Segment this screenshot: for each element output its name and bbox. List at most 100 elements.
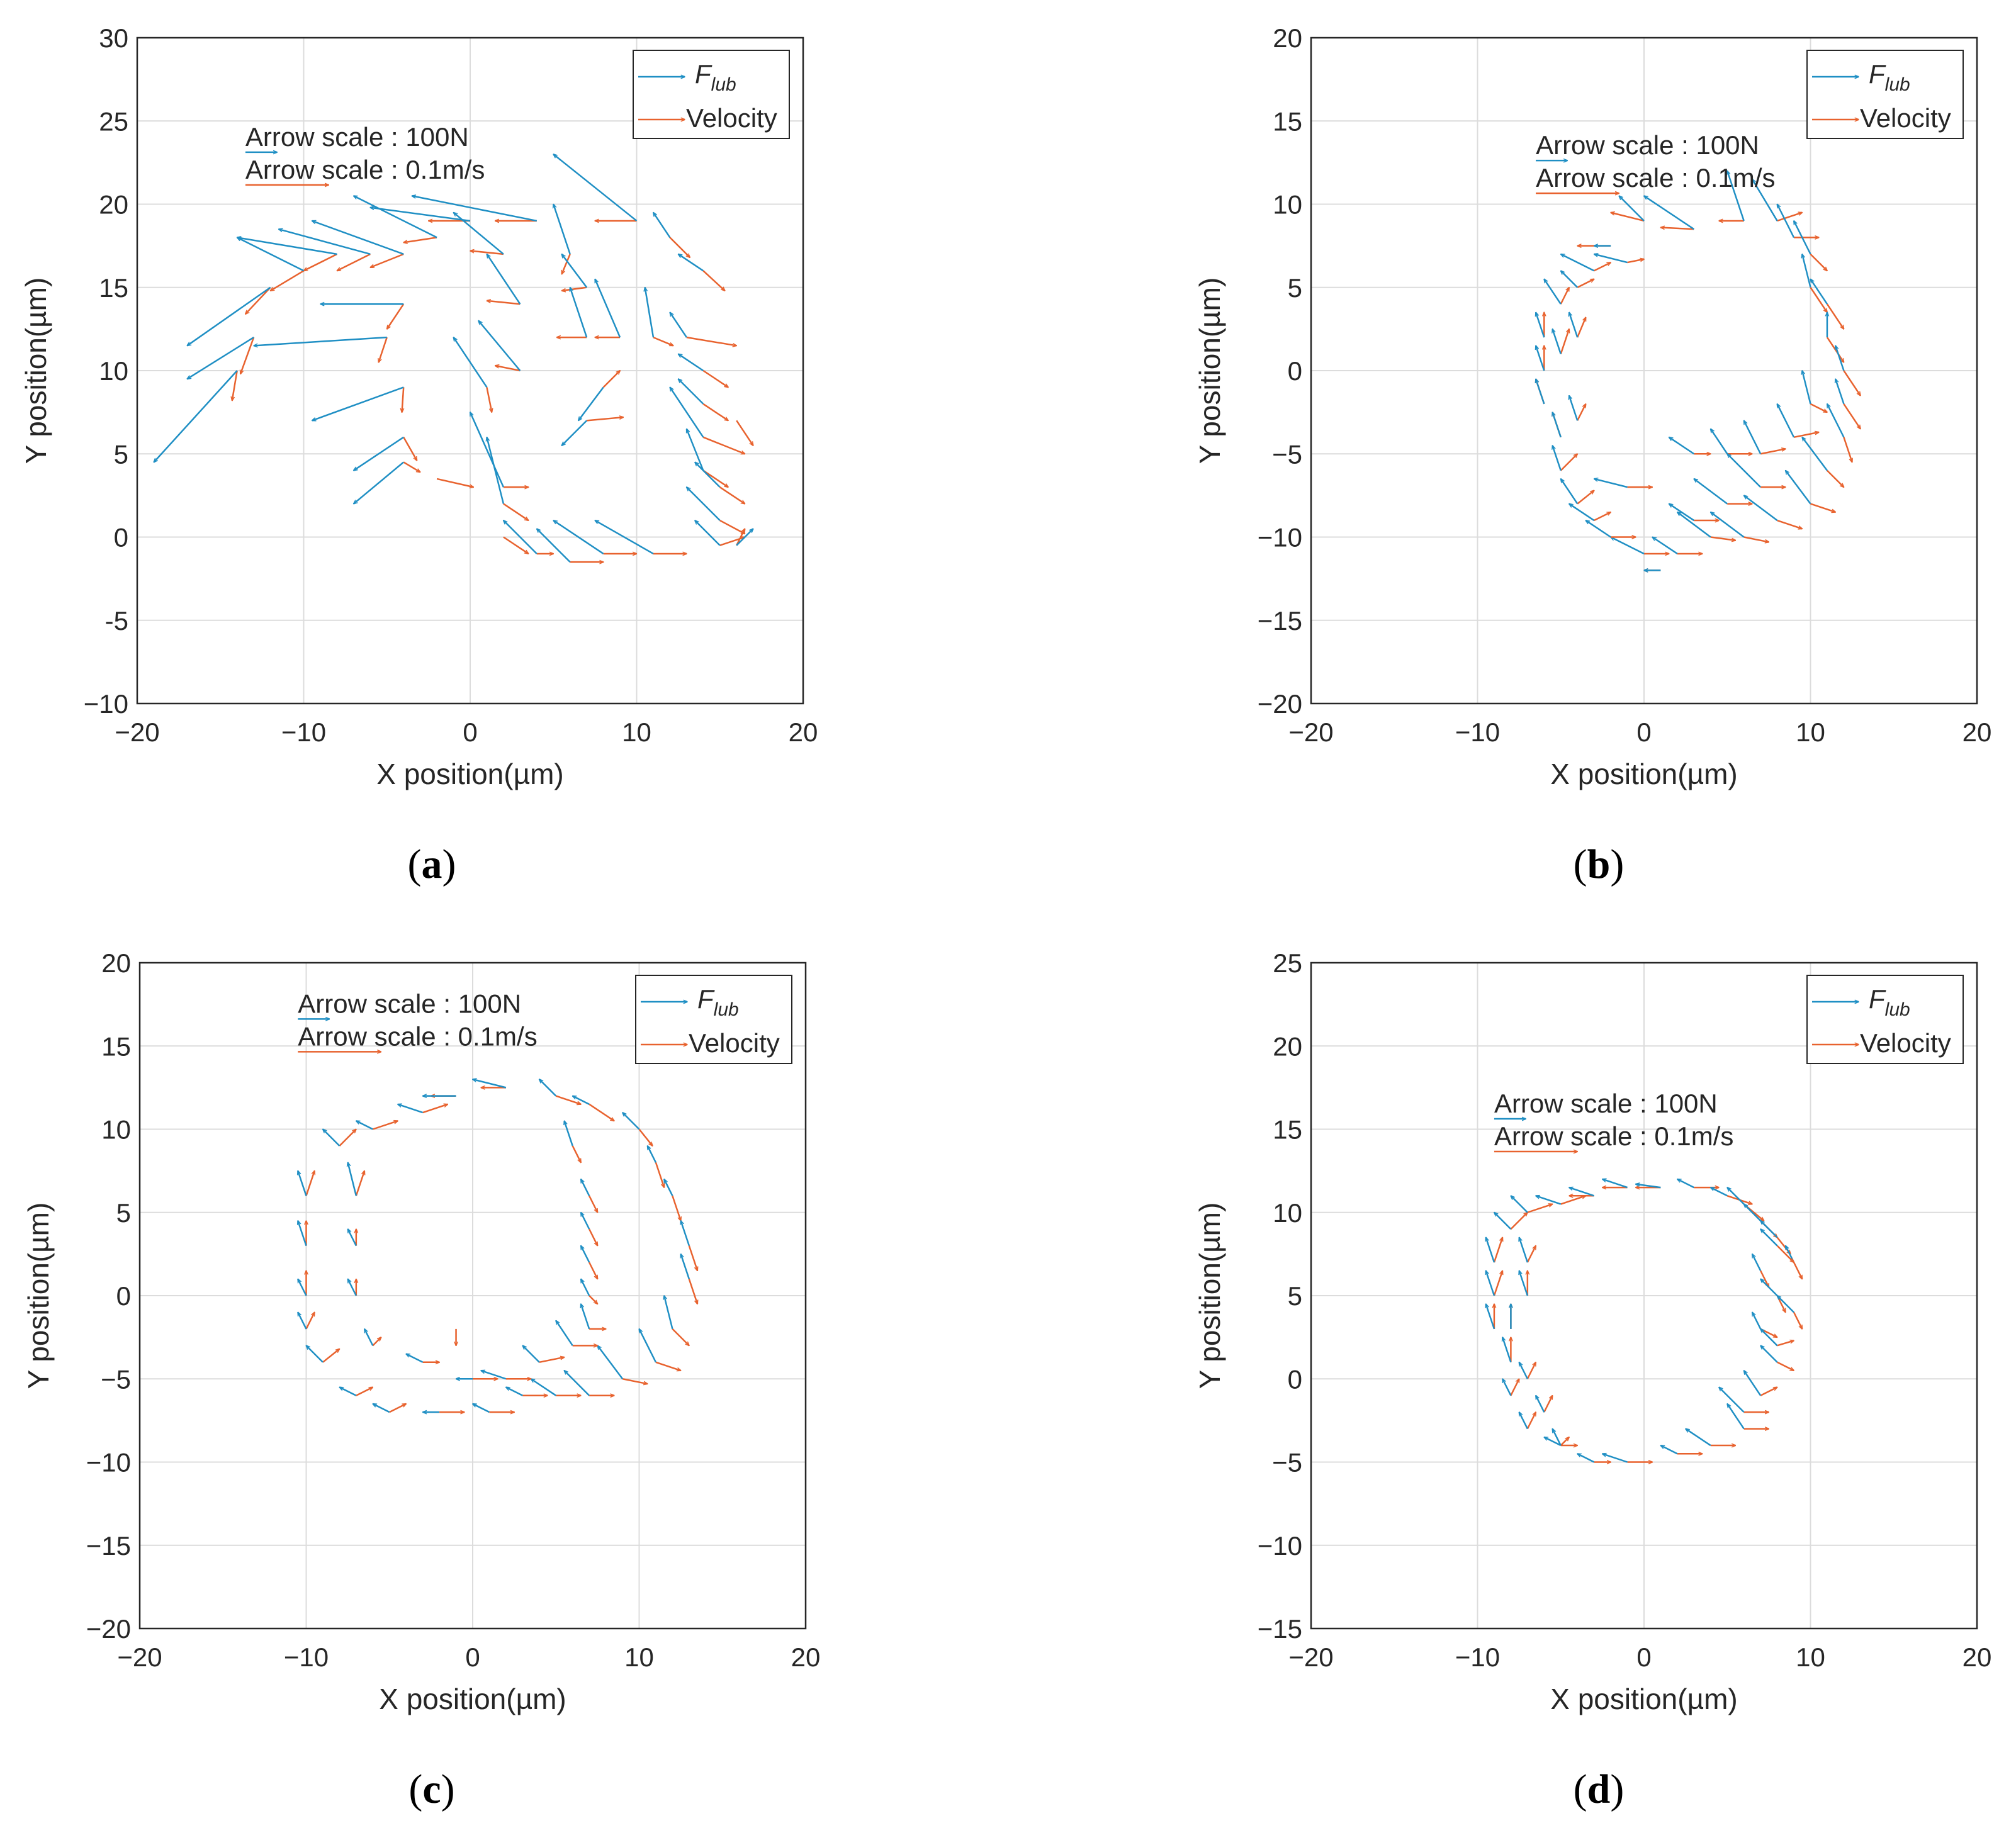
flub-arrow [1727, 1404, 1745, 1430]
velocity-arrow [1577, 279, 1594, 288]
velocity-arrow [1560, 329, 1569, 354]
velocity-arrow [736, 420, 753, 446]
y-tick-label: 15 [101, 1031, 131, 1061]
legend-velocity-label: Velocity [689, 1028, 780, 1058]
flub-arrow [1636, 1184, 1661, 1189]
x-tick-label: 10 [1796, 1642, 1825, 1672]
flub-arrow [1744, 1204, 1762, 1221]
velocity-arrow [561, 286, 587, 291]
flub-arrow [298, 1279, 307, 1296]
x-axis-label: X position(µm) [379, 1683, 566, 1715]
flub-arrow [356, 1121, 373, 1130]
flub-arrow [1760, 1221, 1778, 1238]
velocity-arrow [355, 1171, 364, 1196]
flub-arrow [1777, 1296, 1794, 1313]
flub-arrow [537, 529, 571, 563]
velocity-arrow [702, 369, 728, 387]
velocity-arrow [1777, 213, 1803, 222]
velocity-arrow [339, 1130, 356, 1147]
velocity-arrow [1760, 1387, 1777, 1396]
x-tick-label: −20 [1288, 717, 1333, 747]
axes-box [136, 36, 804, 705]
velocity-arrow [1760, 449, 1786, 455]
velocity-arrow [387, 303, 405, 329]
flub-arrow [1802, 371, 1811, 405]
x-tick-label: 10 [1796, 717, 1825, 747]
arrow-scale-force-label: Arrow scale : 100N [1536, 130, 1759, 160]
flub-arrow [553, 205, 571, 255]
x-tick-label: −10 [1455, 717, 1500, 747]
velocity-arrow [271, 270, 305, 291]
x-tick-label: 0 [465, 1642, 480, 1672]
legend: Flub Velocity [635, 975, 792, 1064]
flub-arrow [1794, 221, 1811, 255]
flub-arrow [1760, 1329, 1778, 1347]
velocity-arrow [1594, 262, 1611, 272]
flub-arrow [348, 1279, 357, 1296]
velocity-arrow [1543, 1396, 1552, 1413]
velocity-arrow [688, 1245, 697, 1271]
flub-arrow [1536, 312, 1545, 338]
flub-arrow [679, 254, 704, 272]
flub-arrow [1553, 446, 1562, 471]
panel-caption: (c) [408, 1766, 454, 1812]
flub-arrow [679, 354, 704, 372]
y-tick-label: 5 [1288, 273, 1302, 303]
flub-arrow [1569, 396, 1579, 421]
velocity-arrow [736, 529, 745, 546]
flub-arrow [237, 237, 337, 255]
y-tick-label: 5 [114, 439, 128, 469]
velocity-arrow [379, 337, 388, 362]
velocity-arrow [539, 1357, 565, 1364]
x-tick-label: 20 [1963, 1642, 1992, 1672]
legend-flub-label: Flub [1869, 59, 1910, 95]
x-tick-label: −20 [115, 717, 159, 747]
panel-b: −20 −10 0 10 20 −20 −15 −10 −5 0 5 10 15 20 X position… [1193, 23, 1991, 887]
flub-arrow [681, 1221, 690, 1247]
flub-arrow [1494, 1213, 1512, 1230]
y-tick-label: 10 [1273, 190, 1302, 220]
x-tick-label: −20 [1288, 1642, 1333, 1672]
flub-arrow [1611, 537, 1645, 555]
velocity-arrow [372, 1121, 398, 1130]
flub-arrow [354, 461, 405, 503]
x-axis-label: X position(µm) [1550, 758, 1737, 790]
velocity-arrow [245, 286, 271, 314]
velocity-arrow [1493, 1237, 1502, 1263]
velocity-arrow [337, 253, 371, 271]
flub-arrow [481, 1371, 507, 1380]
velocity-arrow [602, 371, 620, 388]
x-tick-label: 20 [789, 717, 818, 747]
flub-arrow [1553, 412, 1562, 438]
y-tick-label: −15 [1258, 606, 1302, 636]
x-axis-label: X position(µm) [1550, 1683, 1737, 1715]
y-tick-label: 0 [114, 523, 128, 552]
flub-arrow [473, 1079, 507, 1089]
flub-arrow [1677, 1179, 1694, 1189]
velocity-arrow [1793, 432, 1819, 439]
velocity-arrow [305, 1171, 315, 1196]
flub-arrow [1719, 1387, 1745, 1413]
velocity-arrow [1493, 1270, 1502, 1296]
flub-arrow [578, 386, 604, 420]
y-tick-label: 0 [1288, 356, 1302, 386]
velocity-arrow [1777, 1340, 1794, 1347]
y-tick-label: −20 [1258, 689, 1302, 719]
velocity-arrow [1843, 370, 1860, 396]
velocity-arrow [1577, 404, 1585, 421]
velocity-arrow [1793, 1311, 1802, 1328]
arrow-scale-velocity-label: Arrow scale : 0.1m/s [245, 155, 485, 184]
velocity-arrow [702, 270, 724, 291]
velocity-arrow [1810, 503, 1836, 512]
flub-arrow [639, 1329, 657, 1363]
flub-arrow [695, 462, 721, 488]
flub-arrow [1594, 479, 1628, 488]
flub-arrow [1752, 1312, 1762, 1330]
y-tick-label: 30 [99, 23, 128, 53]
velocity-arrow [1526, 1412, 1536, 1430]
y-tick-label: −5 [1272, 1448, 1302, 1478]
velocity-arrow [1810, 403, 1827, 412]
velocity-arrow [702, 403, 728, 420]
flub-arrow [478, 321, 521, 371]
velocity-arrow [503, 503, 529, 520]
